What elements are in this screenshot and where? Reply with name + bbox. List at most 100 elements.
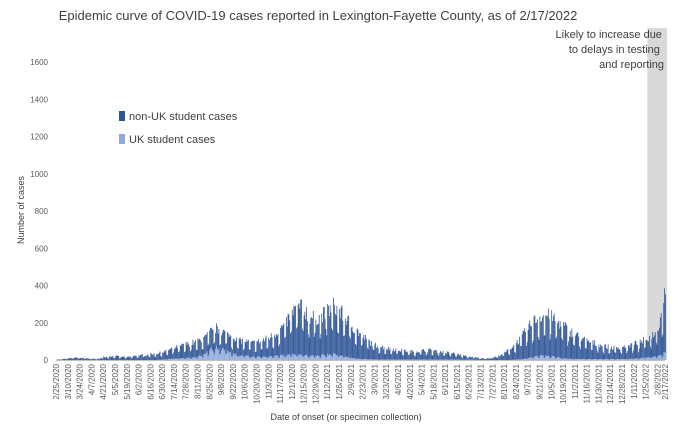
bar-non-uk bbox=[205, 334, 206, 355]
bar-uk bbox=[270, 355, 272, 360]
bar-non-uk bbox=[392, 351, 393, 360]
bar-non-uk bbox=[392, 348, 394, 360]
bar-uk bbox=[339, 355, 341, 360]
bar-non-uk bbox=[373, 349, 375, 360]
bar-uk bbox=[547, 355, 548, 360]
bar-non-uk bbox=[275, 337, 276, 356]
x-tick-label: 4/6/2021 bbox=[394, 363, 403, 395]
bar-non-uk bbox=[293, 305, 295, 355]
bar-non-uk bbox=[385, 353, 387, 360]
bar-non-uk bbox=[469, 356, 471, 360]
bar-non-uk bbox=[321, 313, 323, 355]
bar-non-uk bbox=[487, 358, 489, 360]
bar-non-uk bbox=[122, 357, 124, 360]
bar-uk bbox=[222, 347, 224, 360]
bar-non-uk bbox=[655, 342, 657, 358]
bar-uk bbox=[199, 355, 200, 360]
bar-non-uk bbox=[520, 345, 522, 360]
bar-non-uk bbox=[439, 353, 441, 360]
bar-non-uk bbox=[632, 350, 634, 360]
bar-non-uk bbox=[71, 357, 72, 360]
bar-non-uk bbox=[606, 349, 608, 360]
bar-non-uk bbox=[608, 353, 610, 360]
bar-uk bbox=[200, 355, 202, 360]
bar-uk bbox=[172, 359, 174, 360]
bar-non-uk bbox=[89, 359, 91, 360]
bar-uk bbox=[249, 358, 251, 360]
bar-non-uk bbox=[111, 356, 113, 360]
bar-uk bbox=[268, 356, 270, 360]
bar-non-uk bbox=[141, 354, 142, 360]
bar-uk bbox=[237, 356, 239, 360]
bar-uk bbox=[606, 359, 608, 360]
bar-uk bbox=[320, 357, 322, 360]
bar-non-uk bbox=[131, 358, 133, 360]
bar-non-uk bbox=[510, 349, 511, 360]
bar-uk bbox=[287, 354, 289, 360]
bar-uk bbox=[333, 353, 334, 360]
bar-non-uk bbox=[214, 342, 216, 355]
bar-non-uk bbox=[414, 356, 416, 360]
bar-non-uk bbox=[513, 344, 515, 360]
bar-non-uk bbox=[626, 352, 628, 360]
bar-uk bbox=[201, 357, 203, 360]
bar-non-uk bbox=[575, 334, 577, 360]
x-tick-label: 3/9/2021 bbox=[370, 363, 379, 395]
bar-uk bbox=[357, 358, 359, 360]
bar-non-uk bbox=[314, 332, 316, 358]
bar-non-uk bbox=[127, 356, 129, 360]
bar-uk bbox=[290, 357, 291, 360]
bar-non-uk bbox=[239, 337, 241, 356]
bar-non-uk bbox=[552, 316, 554, 357]
bar-non-uk bbox=[90, 359, 92, 360]
bar-uk bbox=[643, 358, 645, 360]
bar-non-uk bbox=[388, 350, 390, 360]
bar-uk bbox=[239, 355, 241, 360]
bar-uk bbox=[180, 358, 182, 360]
bar-non-uk bbox=[570, 337, 572, 359]
bar-uk bbox=[375, 359, 377, 360]
bar-uk bbox=[246, 355, 248, 360]
bar-non-uk bbox=[493, 357, 494, 360]
bar-uk bbox=[173, 359, 174, 360]
bar-non-uk bbox=[443, 355, 445, 360]
bar-uk bbox=[596, 359, 598, 360]
bar-uk bbox=[336, 354, 338, 360]
x-tick-label: 6/15/2021 bbox=[453, 363, 462, 399]
bar-uk bbox=[279, 357, 281, 360]
bar-non-uk bbox=[387, 346, 389, 360]
bar-non-uk bbox=[157, 353, 159, 360]
bar-uk bbox=[331, 356, 333, 360]
bar-uk bbox=[545, 355, 547, 360]
bar-uk bbox=[578, 358, 580, 360]
bar-uk bbox=[210, 347, 212, 360]
bar-non-uk bbox=[253, 340, 255, 357]
bar-non-uk bbox=[488, 358, 490, 360]
bar-non-uk bbox=[301, 299, 302, 356]
bar-uk bbox=[178, 359, 179, 360]
bar-non-uk bbox=[612, 349, 614, 360]
bar-uk bbox=[562, 359, 564, 360]
bar-non-uk bbox=[160, 356, 162, 360]
bar-non-uk bbox=[207, 345, 209, 357]
bar-uk bbox=[613, 359, 615, 360]
bar-non-uk bbox=[75, 357, 77, 360]
bar-non-uk bbox=[650, 348, 652, 359]
bar-non-uk bbox=[147, 355, 149, 360]
bar-non-uk bbox=[419, 352, 420, 360]
bar-non-uk bbox=[604, 344, 606, 360]
uk-series bbox=[157, 346, 666, 360]
bar-uk bbox=[185, 357, 187, 360]
bar-non-uk bbox=[603, 353, 605, 360]
bar-uk bbox=[621, 359, 622, 360]
bar-uk bbox=[643, 357, 644, 360]
bar-uk bbox=[235, 353, 237, 360]
bar-non-uk bbox=[189, 346, 190, 359]
legend: non-UK student cases UK student cases bbox=[119, 111, 238, 146]
y-axis-title: Number of cases bbox=[16, 175, 26, 244]
bar-uk bbox=[638, 359, 640, 360]
bar-non-uk bbox=[535, 323, 537, 357]
bar-non-uk bbox=[243, 348, 245, 358]
bar-non-uk bbox=[302, 331, 304, 358]
bar-non-uk bbox=[646, 340, 648, 357]
